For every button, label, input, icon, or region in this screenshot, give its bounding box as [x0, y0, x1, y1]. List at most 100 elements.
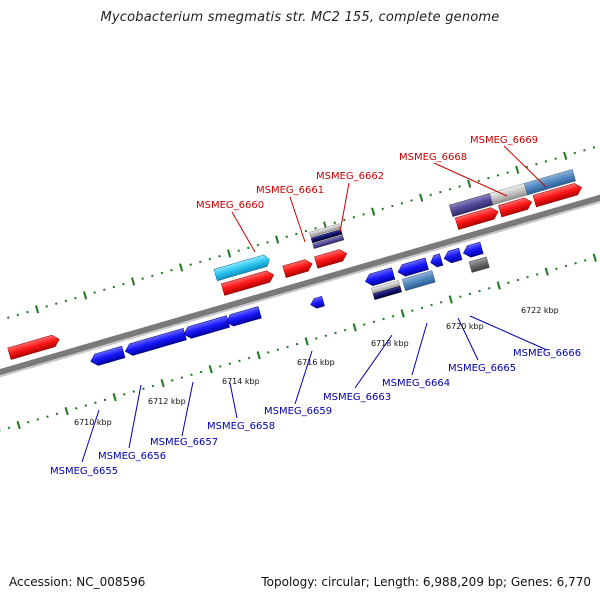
scale-dot: [362, 213, 365, 216]
scale-dot: [46, 415, 49, 418]
gene-msmeg-6662-bar-slate[interactable]: [312, 234, 345, 249]
scale-dot: [334, 331, 337, 335]
gene-msmeg-6665-arrow-b[interactable]: [442, 247, 463, 264]
gene-label-msmeg-6664[interactable]: MSMEG_6664: [382, 378, 450, 389]
scale-dot: [103, 398, 107, 402]
scale-dot: [123, 393, 126, 396]
gene-msmeg-6669-arrow[interactable]: [498, 196, 533, 218]
scale-tick: [160, 379, 165, 388]
gene-label-msmeg-6669[interactable]: MSMEG_6669: [470, 135, 538, 146]
scale-tick: [275, 235, 280, 244]
gene-msmeg-6664-arrow[interactable]: [396, 257, 429, 278]
scale-dot: [295, 232, 298, 236]
gene-label-msmeg-6658[interactable]: MSMEG_6658: [207, 421, 275, 432]
scale-label: 6720 kbp: [446, 322, 484, 331]
scale-dot: [554, 157, 557, 160]
upper-tick-rail: [7, 146, 596, 319]
scale-dot: [228, 362, 232, 365]
gene-msmeg-6660-red[interactable]: [220, 269, 275, 296]
gene-msmeg-6660-arrow[interactable]: [213, 254, 271, 282]
gene-msmeg-6657-arrow[interactable]: [182, 315, 231, 340]
gene-msmeg-6662-arrow[interactable]: [314, 248, 348, 269]
reverse-genes[interactable]: [89, 241, 490, 382]
gene-label-msmeg-6665[interactable]: MSMEG_6665: [448, 363, 516, 374]
gene-label-msmeg-6657[interactable]: MSMEG_6657: [150, 437, 218, 448]
scale-dot: [535, 273, 539, 276]
scale-dot: [304, 229, 308, 233]
gene-msmeg-6664-bar-steel[interactable]: [401, 270, 436, 291]
scale-dot: [391, 204, 394, 208]
gene-arrow-fwd-edge[interactable]: [532, 182, 583, 208]
scale-dot: [555, 267, 558, 271]
scale-dot: [247, 356, 251, 360]
scale-dot: [526, 275, 529, 279]
gene-msmeg-6658-arrow[interactable]: [224, 306, 262, 328]
gene-msmeg-6662-bar-dark[interactable]: [310, 229, 343, 244]
gene-msmeg-6663-arrow[interactable]: [364, 267, 396, 288]
gene-msmeg-6663-bar-dark[interactable]: [372, 285, 402, 300]
scale-dot: [535, 162, 538, 166]
scale-label: 6722 kbp: [521, 306, 559, 315]
scale-tick: [467, 179, 472, 188]
scale-label: 6718 kbp: [371, 339, 409, 348]
scale-dot: [496, 174, 500, 177]
scale-dot: [55, 302, 58, 305]
scale-dot: [343, 218, 346, 222]
scale-tick: [208, 365, 213, 374]
scale-tick: [592, 253, 597, 262]
gene-msmeg-6655-arrow[interactable]: [89, 345, 126, 367]
scale-label: 6716 kbp: [297, 358, 335, 367]
gene-label-msmeg-6668[interactable]: MSMEG_6668: [399, 152, 467, 163]
gene-label-msmeg-6656[interactable]: MSMEG_6656: [98, 451, 166, 462]
scale-tick: [304, 337, 309, 346]
gene-msmeg-6669-bar-steel[interactable]: [524, 169, 576, 196]
gene-msmeg-6666-arrow[interactable]: [462, 241, 484, 259]
scale-tick: [16, 420, 21, 430]
scale-dot: [247, 246, 250, 250]
gene-arrow-fwd[interactable]: [7, 334, 61, 360]
gene-label-msmeg-6659[interactable]: MSMEG_6659: [264, 406, 332, 417]
gene-msmeg-6656-arrow[interactable]: [124, 327, 187, 357]
scale-tick: [371, 207, 376, 216]
gene-msmeg-6666-bar-gray[interactable]: [468, 256, 490, 273]
scale-label: 6712 kbp: [148, 397, 186, 406]
scale-dot: [439, 190, 442, 194]
scale-labels: 6710 kbp 6712 kbp 6714 kbp 6716 kbp 6718…: [74, 306, 559, 427]
scale-dot: [151, 274, 154, 278]
scale-dot: [180, 376, 184, 379]
scale-dot: [189, 263, 192, 266]
scale-dot: [583, 259, 587, 262]
scale-dot: [190, 373, 193, 377]
reverse-gene-labels: MSMEG_6655 MSMEG_6656 MSMEG_6657 MSMEG_6…: [50, 348, 581, 477]
scale-dot: [315, 337, 318, 340]
scale-dot: [468, 292, 472, 296]
scale-tick: [352, 323, 357, 332]
scale-dot: [276, 348, 280, 351]
callout-lines: [81, 145, 548, 463]
scale-dot: [506, 171, 509, 174]
gene-label-msmeg-6661[interactable]: MSMEG_6661: [256, 185, 324, 196]
gene-msmeg-6662-bar-silver[interactable]: [309, 223, 341, 238]
gene-label-msmeg-6663[interactable]: MSMEG_6663: [323, 392, 391, 403]
scale-dot: [238, 359, 241, 363]
scale-dot: [382, 317, 385, 321]
gene-msmeg-6665-arrow-a[interactable]: [429, 253, 444, 269]
gene-msmeg-6668-arrow[interactable]: [454, 206, 500, 230]
scale-dot: [420, 306, 424, 310]
gene-msmeg-6661-arrow[interactable]: [282, 258, 314, 278]
scale-dot: [333, 221, 336, 225]
gene-label-msmeg-6655[interactable]: MSMEG_6655: [50, 466, 118, 477]
scale-dot: [84, 404, 88, 407]
scale-dot: [219, 365, 222, 368]
forward-genes[interactable]: [0, 156, 583, 360]
scale-tick: [515, 165, 520, 174]
scale-dot: [267, 351, 270, 354]
scale-dot: [439, 301, 443, 304]
gene-label-msmeg-6666[interactable]: MSMEG_6666: [513, 348, 581, 359]
gene-label-msmeg-6662[interactable]: MSMEG_6662: [316, 171, 384, 182]
gene-label-msmeg-6660[interactable]: MSMEG_6660: [196, 200, 264, 211]
scale-tick: [400, 309, 405, 318]
gene-msmeg-6659-arrow[interactable]: [309, 296, 325, 309]
scale-dot: [122, 282, 125, 286]
